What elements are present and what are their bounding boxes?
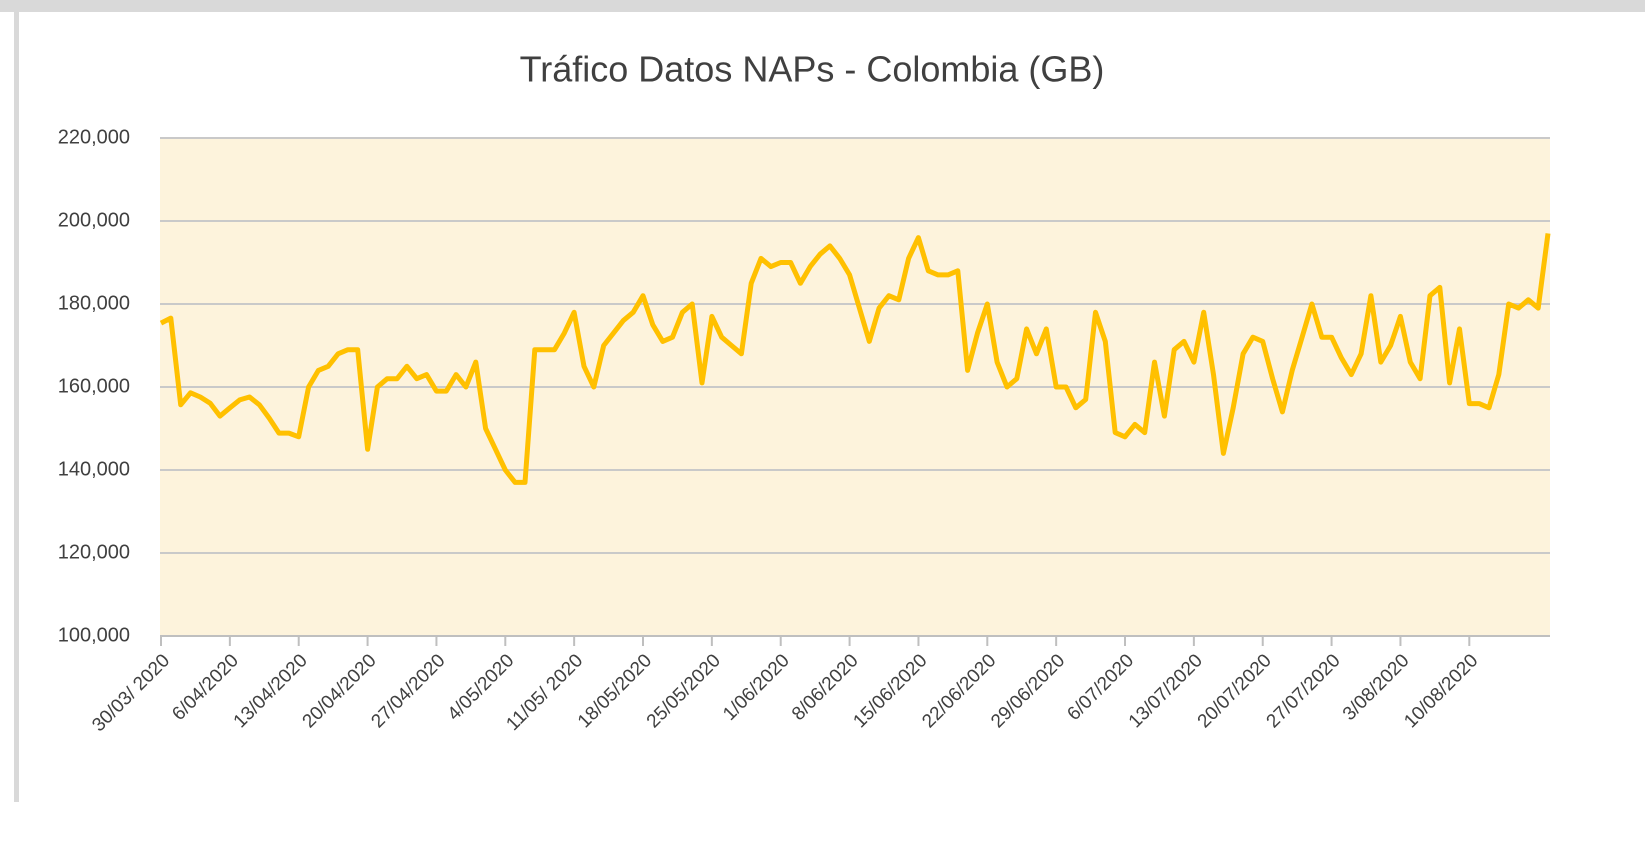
- x-tick-label: 22/06/2020: [918, 650, 1000, 732]
- frame-left: [14, 12, 19, 802]
- frame-top: [0, 0, 1645, 12]
- x-tick-label: 4/05/2020: [444, 650, 519, 725]
- x-tick-label: 30/03/ 2020: [88, 650, 174, 736]
- x-tick-label: 18/05/2020: [574, 650, 656, 732]
- y-tick-label: 200,000: [58, 209, 130, 231]
- y-tick-label: 140,000: [58, 458, 130, 480]
- x-tick-label: 6/04/2020: [168, 650, 243, 725]
- x-tick-label: 20/04/2020: [299, 650, 381, 732]
- x-tick-label: 29/06/2020: [987, 650, 1069, 732]
- y-tick-label: 220,000: [58, 126, 130, 148]
- x-tick-label: 27/07/2020: [1263, 650, 1345, 732]
- y-tick-label: 120,000: [58, 541, 130, 563]
- data-line: [159, 233, 1551, 485]
- x-tick-label: 3/08/2020: [1339, 650, 1414, 725]
- x-tick-label: 1/06/2020: [719, 650, 794, 725]
- x-tick-label: 10/08/2020: [1400, 650, 1482, 732]
- x-tick-label: 27/04/2020: [367, 650, 449, 732]
- x-tick-label: 20/07/2020: [1194, 650, 1276, 732]
- y-tick-label: 100,000: [58, 624, 130, 646]
- x-tick-label: 6/07/2020: [1063, 650, 1138, 725]
- x-tick-label: 13/04/2020: [230, 650, 312, 732]
- y-tick-label: 160,000: [58, 375, 130, 397]
- x-tick-label: 25/05/2020: [643, 650, 725, 732]
- x-tick-label: 15/06/2020: [849, 650, 931, 732]
- chart-title: Tráfico Datos NAPs - Colombia (GB): [520, 49, 1105, 90]
- x-tick-label: 13/07/2020: [1125, 650, 1207, 732]
- x-tick-label: 8/06/2020: [788, 650, 863, 725]
- y-tick-label: 180,000: [58, 292, 130, 314]
